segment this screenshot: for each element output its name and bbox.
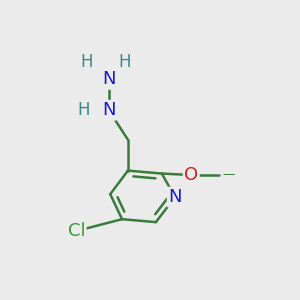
Text: N: N [102,70,116,88]
Text: H: H [77,101,90,119]
Text: H: H [80,53,93,71]
Text: —: — [222,169,235,182]
Text: H: H [119,53,131,71]
Text: N: N [168,188,182,206]
Text: Cl: Cl [68,222,85,240]
Text: N: N [102,101,116,119]
Text: O: O [184,166,198,184]
